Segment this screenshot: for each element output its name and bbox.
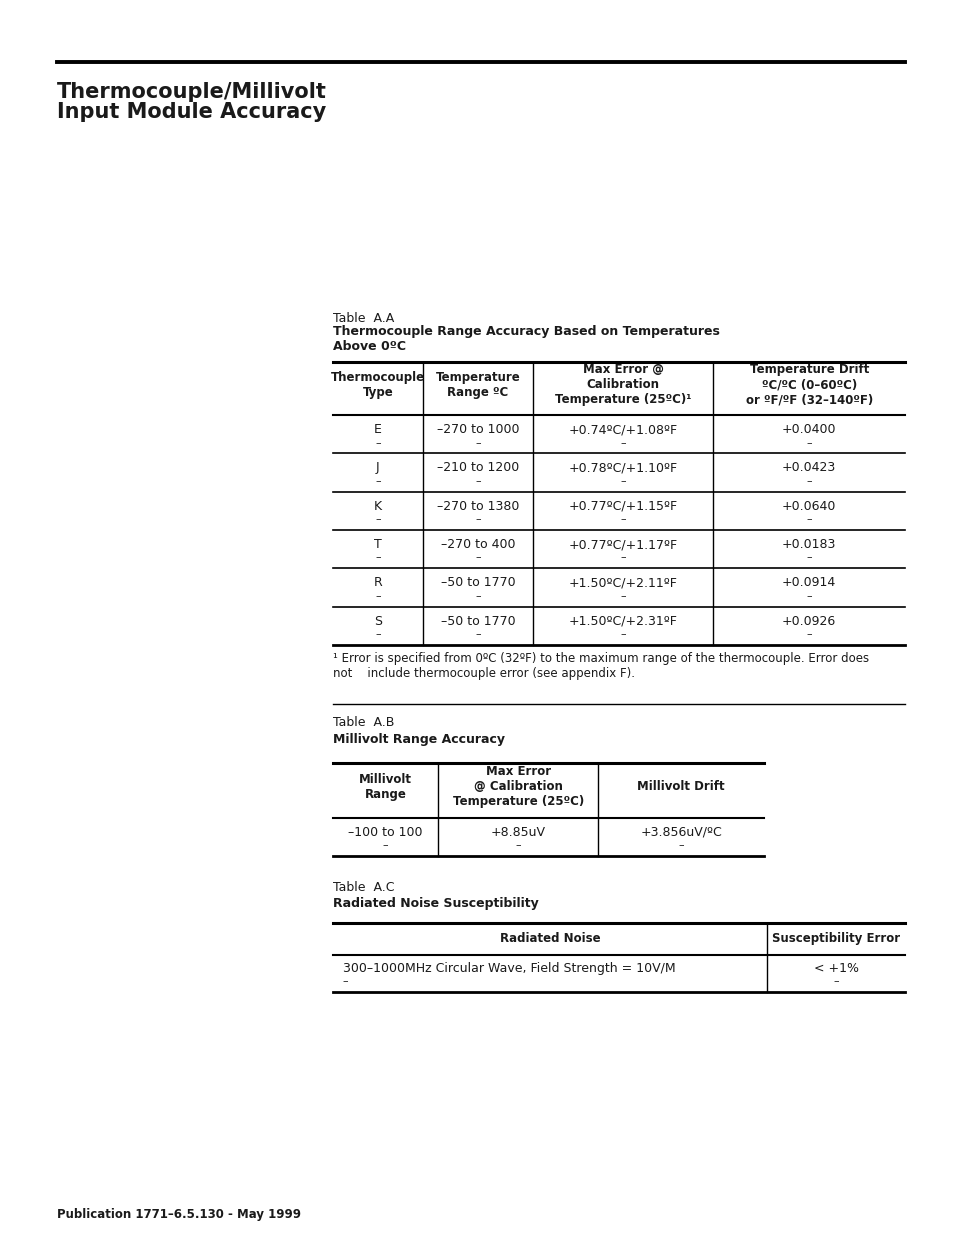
Text: Millivolt Range Accuracy: Millivolt Range Accuracy	[333, 732, 504, 746]
Text: –: –	[475, 552, 480, 562]
Text: –: –	[619, 552, 625, 562]
Text: Table  A.A: Table A.A	[333, 312, 394, 325]
Text: –: –	[375, 629, 380, 638]
Text: –: –	[619, 590, 625, 600]
Text: –: –	[375, 552, 380, 562]
Text: R: R	[374, 577, 382, 589]
Text: –: –	[515, 840, 520, 850]
Text: Temperature Drift
ºC/ºC (0–60ºC)
or ºF/ºF (32–140ºF): Temperature Drift ºC/ºC (0–60ºC) or ºF/º…	[745, 363, 872, 406]
Text: –50 to 1770: –50 to 1770	[440, 577, 515, 589]
Text: –: –	[619, 437, 625, 447]
Text: Table  A.C: Table A.C	[333, 881, 395, 894]
Text: Thermocouple
Type: Thermocouple Type	[331, 370, 424, 399]
Text: +8.85uV: +8.85uV	[490, 826, 545, 839]
Text: +0.78ºC/+1.10ºF: +0.78ºC/+1.10ºF	[568, 462, 678, 474]
Text: +0.0423: +0.0423	[781, 462, 836, 474]
Text: –: –	[475, 590, 480, 600]
Text: Input Module Accuracy: Input Module Accuracy	[57, 103, 326, 122]
Text: –210 to 1200: –210 to 1200	[436, 462, 518, 474]
Text: Temperature
Range ºC: Temperature Range ºC	[436, 370, 519, 399]
Text: –: –	[678, 840, 683, 850]
Text: 300–1000MHz Circular Wave, Field Strength = 10V/M: 300–1000MHz Circular Wave, Field Strengt…	[342, 962, 675, 976]
Text: –: –	[342, 977, 348, 987]
Text: Susceptibility Error: Susceptibility Error	[771, 932, 900, 945]
Text: +0.74ºC/+1.08ºF: +0.74ºC/+1.08ºF	[568, 424, 678, 436]
Text: Table  A.B: Table A.B	[333, 716, 394, 730]
Text: +0.77ºC/+1.17ºF: +0.77ºC/+1.17ºF	[568, 538, 678, 551]
Text: Millivolt
Range: Millivolt Range	[358, 773, 412, 800]
Text: Thermocouple/Millivolt: Thermocouple/Millivolt	[57, 82, 327, 103]
Text: –: –	[375, 514, 380, 524]
Text: +3.856uV/ºC: +3.856uV/ºC	[639, 826, 721, 839]
Text: –100 to 100: –100 to 100	[348, 826, 422, 839]
Text: +0.77ºC/+1.15ºF: +0.77ºC/+1.15ºF	[568, 500, 678, 513]
Text: –: –	[805, 514, 811, 524]
Text: –50 to 1770: –50 to 1770	[440, 615, 515, 627]
Text: –: –	[619, 629, 625, 638]
Text: –: –	[475, 437, 480, 447]
Text: +0.0640: +0.0640	[781, 500, 836, 513]
Text: +0.0914: +0.0914	[781, 577, 836, 589]
Text: –: –	[475, 629, 480, 638]
Text: –: –	[805, 475, 811, 485]
Text: –: –	[382, 840, 388, 850]
Text: –: –	[475, 475, 480, 485]
Text: K: K	[374, 500, 381, 513]
Text: +0.0926: +0.0926	[781, 615, 836, 627]
Text: +1.50ºC/+2.31ºF: +1.50ºC/+2.31ºF	[568, 615, 677, 627]
Text: Radiated Noise: Radiated Noise	[499, 932, 599, 945]
Text: T: T	[374, 538, 381, 551]
Text: –270 to 1000: –270 to 1000	[436, 424, 518, 436]
Text: –: –	[832, 977, 838, 987]
Text: Thermocouple Range Accuracy Based on Temperatures
Above 0ºC: Thermocouple Range Accuracy Based on Tem…	[333, 325, 720, 353]
Text: –: –	[805, 590, 811, 600]
Text: –: –	[619, 475, 625, 485]
Text: J: J	[375, 462, 379, 474]
Text: S: S	[374, 615, 381, 627]
Text: ¹ Error is specified from 0ºC (32ºF) to the maximum range of the thermocouple. E: ¹ Error is specified from 0ºC (32ºF) to …	[333, 652, 868, 680]
Text: –: –	[375, 590, 380, 600]
Text: +0.0400: +0.0400	[781, 424, 836, 436]
Text: Radiated Noise Susceptibility: Radiated Noise Susceptibility	[333, 897, 538, 910]
Text: –: –	[475, 514, 480, 524]
Text: –: –	[375, 437, 380, 447]
Text: Publication 1771–6.5.130 - May 1999: Publication 1771–6.5.130 - May 1999	[57, 1208, 301, 1221]
Text: +0.0183: +0.0183	[781, 538, 836, 551]
Text: Millivolt Drift: Millivolt Drift	[637, 781, 724, 793]
Text: +1.50ºC/+2.11ºF: +1.50ºC/+2.11ºF	[568, 577, 677, 589]
Text: –: –	[619, 514, 625, 524]
Text: –: –	[375, 475, 380, 485]
Text: < +1%: < +1%	[813, 962, 858, 976]
Text: Max Error @
Calibration
Temperature (25ºC)¹: Max Error @ Calibration Temperature (25º…	[555, 363, 691, 406]
Text: –270 to 400: –270 to 400	[440, 538, 515, 551]
Text: –: –	[805, 629, 811, 638]
Text: E: E	[374, 424, 381, 436]
Text: –: –	[805, 552, 811, 562]
Text: –: –	[805, 437, 811, 447]
Text: Max Error
@ Calibration
Temperature (25ºC): Max Error @ Calibration Temperature (25º…	[453, 766, 583, 809]
Text: –270 to 1380: –270 to 1380	[436, 500, 518, 513]
